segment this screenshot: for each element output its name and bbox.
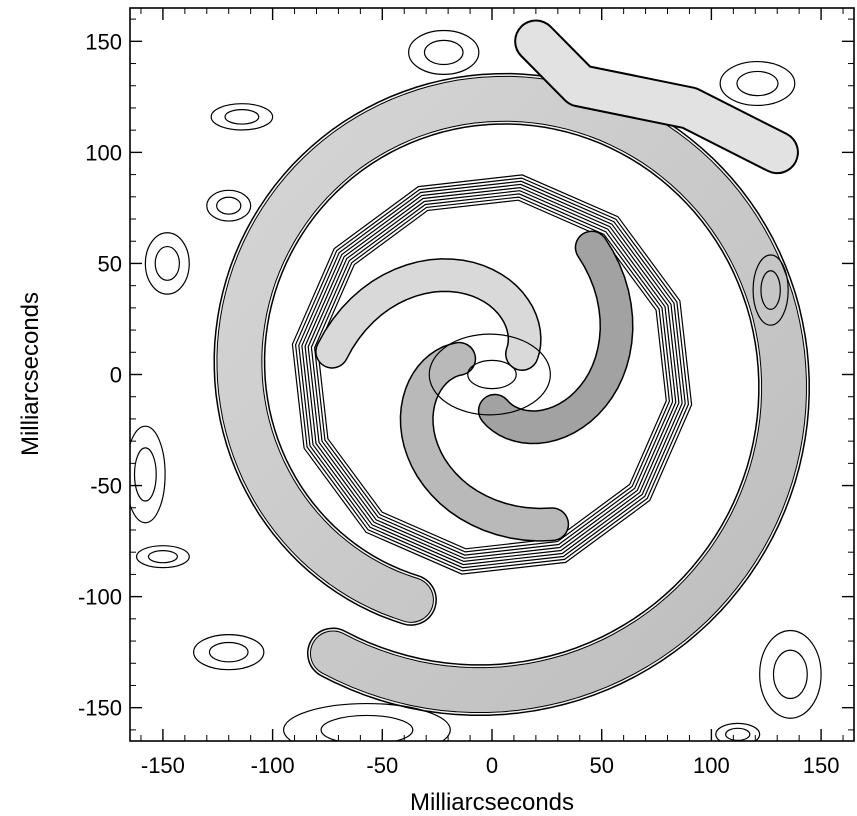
x-tick-label: 0 xyxy=(486,753,498,778)
blob-inner-contour xyxy=(217,197,241,214)
blob-inner-contour xyxy=(148,551,177,563)
plot-area xyxy=(126,30,821,756)
x-tick-label: -50 xyxy=(366,753,398,778)
y-axis-title: Milliarcseconds xyxy=(17,292,44,456)
blob-inner-contour xyxy=(737,71,778,95)
blob-outer-contour xyxy=(720,62,795,106)
blob-inner-contour xyxy=(773,650,807,698)
blob-inner-contour xyxy=(225,110,259,124)
blob-outer-contour xyxy=(194,635,264,670)
blob-outer-contour xyxy=(716,723,760,745)
y-tick-label: 50 xyxy=(98,251,122,276)
spiral-core xyxy=(292,175,691,574)
y-tick-label: -100 xyxy=(78,585,122,610)
blob-outer-contour xyxy=(145,233,189,294)
core-swirl-band xyxy=(332,275,524,354)
y-tick-label: 150 xyxy=(85,29,122,54)
blob-outer-contour xyxy=(137,546,190,568)
x-tick-label: -150 xyxy=(141,753,185,778)
blob-outer-contour xyxy=(284,704,451,757)
y-tick-label: -50 xyxy=(90,474,122,499)
x-tick-label: 150 xyxy=(803,753,840,778)
x-axis-title: Milliarcseconds xyxy=(410,789,574,816)
x-tick-label: 100 xyxy=(693,753,730,778)
arm-band-inner xyxy=(239,99,784,690)
x-tick-label: -100 xyxy=(251,753,295,778)
y-tick-label: -150 xyxy=(78,696,122,721)
blob-outer-contour xyxy=(207,190,251,221)
blob-inner-contour xyxy=(209,642,248,661)
blob-outer-contour xyxy=(409,30,479,74)
blob-outer-contour xyxy=(211,104,272,130)
x-tick-label: 50 xyxy=(589,753,613,778)
blob-inner-contour xyxy=(155,247,179,281)
blob-inner-contour xyxy=(726,728,750,740)
blob-inner-contour xyxy=(424,40,463,64)
y-tick-label: 0 xyxy=(110,363,122,388)
y-tick-label: 100 xyxy=(85,140,122,165)
blob-inner-contour xyxy=(134,448,156,501)
blob-outer-contour xyxy=(760,630,821,718)
x-tick-labels: -150 -100 -50 0 50 100 150 xyxy=(141,753,840,778)
y-tick-labels: -150 -100 -50 0 50 100 150 xyxy=(78,29,122,720)
core-peak-inner-contour xyxy=(468,360,516,388)
blob-inner-contour xyxy=(321,715,413,744)
